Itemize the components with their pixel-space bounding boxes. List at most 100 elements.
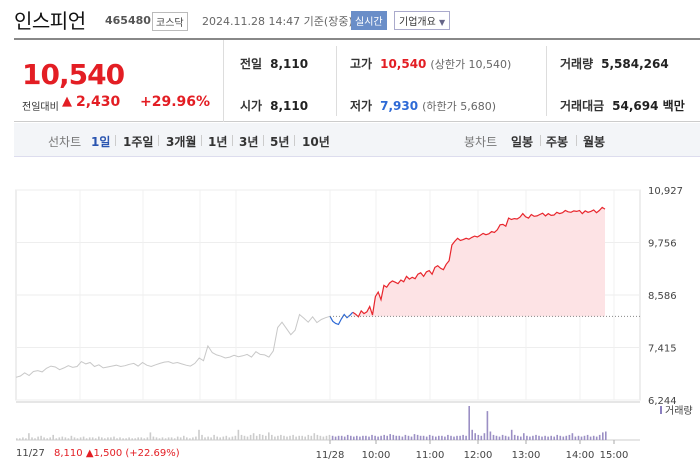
- divider: [115, 135, 116, 146]
- volume-bar: [131, 438, 133, 440]
- volume-bar: [435, 436, 437, 440]
- volume-bar: [231, 436, 234, 440]
- x-axis: 11/28 10:00 11:00 12:00 13:00 14:00 15:00: [316, 440, 629, 461]
- volume-bar: [574, 436, 577, 440]
- volume-bar: [553, 436, 555, 440]
- volume-bar: [265, 435, 267, 441]
- volume-bar: [52, 434, 54, 440]
- low-label: 저가: [350, 99, 373, 113]
- volume-bar: [246, 436, 249, 440]
- volume-bar: [535, 434, 537, 440]
- high-label: 고가: [350, 57, 373, 71]
- company-overview-button[interactable]: 기업개요 ▼: [394, 11, 451, 30]
- x-tick-label: 13:00: [512, 450, 541, 461]
- volume-bar: [313, 433, 316, 440]
- price-change-percent: +29.96%: [140, 94, 211, 110]
- y-tick-label: 10,927: [648, 186, 683, 197]
- volume-bar: [85, 438, 88, 440]
- volume-bar: [471, 429, 473, 440]
- x-tick-label: 12:00: [464, 450, 493, 461]
- period-1d[interactable]: 1일: [91, 135, 111, 149]
- volume-bar: [55, 438, 58, 440]
- volume-bar: [468, 406, 470, 440]
- realtime-button[interactable]: 실시간: [351, 11, 387, 30]
- prev-day-close: 8,110: [54, 448, 83, 459]
- period-3m[interactable]: 3개월: [166, 135, 197, 149]
- divider: [232, 135, 233, 146]
- up-arrow-icon: ▲: [62, 94, 72, 109]
- volume-bar: [565, 435, 568, 441]
- today-below-base-line: [329, 311, 354, 326]
- volume-bar: [331, 435, 334, 441]
- volume-bar: [25, 438, 27, 440]
- high-cell: 고가 10,540 (상한가 10,540): [350, 55, 511, 72]
- intraday-price-chart[interactable]: 10,927 9,756 8,586 7,415 6,244 11/28 10:00 11:…: [0, 176, 700, 467]
- lower-limit: (하한가 5,680): [422, 100, 496, 113]
- volume-bar: [395, 435, 398, 441]
- volume-bar: [28, 433, 30, 440]
- candle-monthly[interactable]: 월봉: [583, 135, 606, 149]
- period-5y[interactable]: 5년: [270, 135, 290, 149]
- line-chart-label: 선차트: [48, 135, 82, 149]
- volume-bar: [319, 435, 322, 441]
- volume-bar: [520, 436, 522, 440]
- period-10y[interactable]: 10년: [302, 135, 330, 149]
- volume-bar: [340, 435, 343, 441]
- x-tick-label: 15:00: [600, 450, 629, 461]
- period-1w[interactable]: 1주일: [123, 135, 154, 149]
- volume-bar: [495, 435, 498, 441]
- volume-bar: [377, 436, 379, 440]
- volume-bar: [186, 437, 188, 440]
- candle-daily[interactable]: 일봉: [511, 135, 534, 149]
- volume-bar: [49, 437, 51, 440]
- volume-bar: [532, 435, 534, 441]
- volume-cell: 거래량 5,584,264: [560, 55, 669, 72]
- volume-bar: [504, 435, 507, 441]
- price-fill-area: [352, 207, 605, 317]
- volume-value: 5,584,264: [601, 57, 669, 71]
- market-badge: 코스닥: [152, 12, 188, 31]
- volume-bar: [538, 435, 540, 441]
- volume-bar: [428, 434, 431, 440]
- period-1y[interactable]: 1년: [208, 135, 228, 149]
- volume-bar: [407, 435, 410, 441]
- y-tick-label: 9,756: [648, 239, 677, 250]
- volume-bar: [456, 435, 458, 441]
- volume-bar: [544, 435, 546, 441]
- volume-bar: [386, 435, 388, 441]
- volume-legend-label: 거래량: [665, 405, 693, 417]
- volume-bar: [137, 437, 139, 440]
- volume-bar: [301, 435, 303, 441]
- volume-bar: [140, 437, 143, 440]
- volume-bar: [88, 437, 91, 440]
- low-value: 7,930: [380, 99, 419, 113]
- volume-bar: [438, 435, 440, 441]
- stock-code: 465480: [105, 14, 151, 27]
- volume-bar: [392, 434, 395, 440]
- volume-bar: [292, 434, 294, 440]
- y-axis: 10,927 9,756 8,586 7,415 6,244: [648, 186, 683, 407]
- change-label: 전일대비: [22, 102, 59, 113]
- price-block: 10,540 전일대비 ▲ 2,430 +29.96%: [14, 40, 224, 122]
- volume-bar: [450, 435, 452, 441]
- period-3y[interactable]: 3년: [239, 135, 259, 149]
- volume-bar: [67, 438, 70, 440]
- volume-bar: [586, 434, 589, 440]
- volume-bar: [362, 435, 364, 441]
- volume-bar: [298, 435, 300, 441]
- volume-bar: [380, 435, 382, 441]
- y-tick-label: 7,415: [648, 343, 677, 354]
- volume-bar: [365, 435, 367, 441]
- volume-bar: [453, 436, 455, 440]
- volume-bar: [125, 438, 127, 440]
- prev-day-price-line: [15, 313, 331, 378]
- volume-bar: [416, 434, 419, 440]
- volume-bar: [304, 436, 306, 440]
- volume-bar: [328, 434, 331, 440]
- open-cell: 시가 8,110: [240, 97, 308, 114]
- volume-bar: [307, 434, 310, 440]
- x-tick-label: 11:00: [416, 450, 445, 461]
- high-value: 10,540: [380, 57, 427, 71]
- volume-bar: [192, 437, 194, 440]
- candle-weekly[interactable]: 주봉: [546, 135, 569, 149]
